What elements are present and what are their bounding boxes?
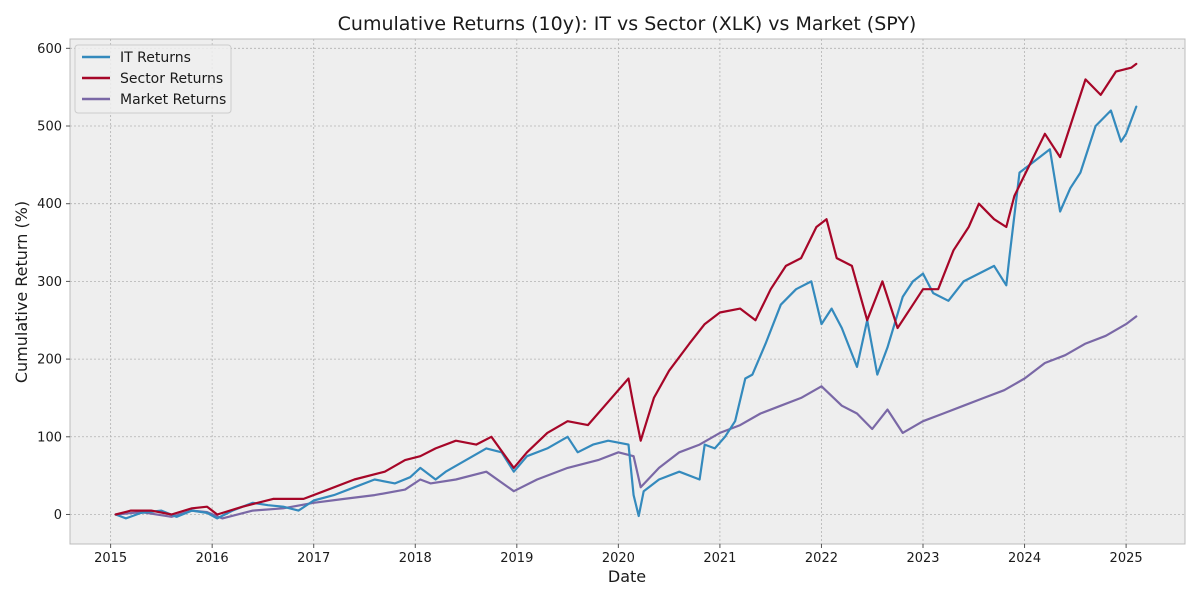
it-returns-line <box>114 105 1138 520</box>
y-tick-label: 0 <box>54 508 62 523</box>
x-tick-label: 2020 <box>602 551 635 566</box>
legend-label-it: IT Returns <box>120 50 191 66</box>
y-axis: 0 100 200 300 400 500 600 <box>37 42 70 523</box>
sector-returns-line <box>114 62 1138 516</box>
x-axis: 2015 2016 2017 2018 2019 2020 2021 2022 2023 2024… <box>94 544 1143 566</box>
x-tick-label: 2022 <box>805 551 838 566</box>
gridlines <box>70 39 1185 544</box>
y-tick-label: 400 <box>37 197 62 212</box>
x-tick-label: 2025 <box>1110 551 1143 566</box>
y-axis-title: Cumulative Return (%) <box>12 201 31 383</box>
x-tick-label: 2023 <box>906 551 939 566</box>
y-tick-label: 600 <box>37 42 62 57</box>
legend-label-sector: Sector Returns <box>120 71 223 87</box>
plot-area <box>69 38 1186 545</box>
y-tick-label: 100 <box>37 430 62 445</box>
x-tick-label: 2015 <box>94 551 127 566</box>
legend-box <box>74 44 232 114</box>
x-axis-title: Date <box>608 567 646 586</box>
legend: IT Returns Sector Returns Market Returns <box>74 44 232 114</box>
x-tick-label: 2024 <box>1008 551 1041 566</box>
y-tick-label: 200 <box>37 353 62 368</box>
x-tick-label: 2016 <box>196 551 229 566</box>
market-returns-line <box>114 315 1138 520</box>
y-tick-label: 300 <box>37 275 62 290</box>
x-tick-label: 2019 <box>500 551 533 566</box>
y-tick-label: 500 <box>37 120 62 135</box>
series-layer <box>114 62 1138 520</box>
x-tick-label: 2021 <box>703 551 736 566</box>
x-tick-label: 2017 <box>297 551 330 566</box>
chart-title: Cumulative Returns (10y): IT vs Sector (… <box>338 13 917 35</box>
legend-label-market: Market Returns <box>120 92 226 108</box>
x-tick-label: 2018 <box>399 551 432 566</box>
